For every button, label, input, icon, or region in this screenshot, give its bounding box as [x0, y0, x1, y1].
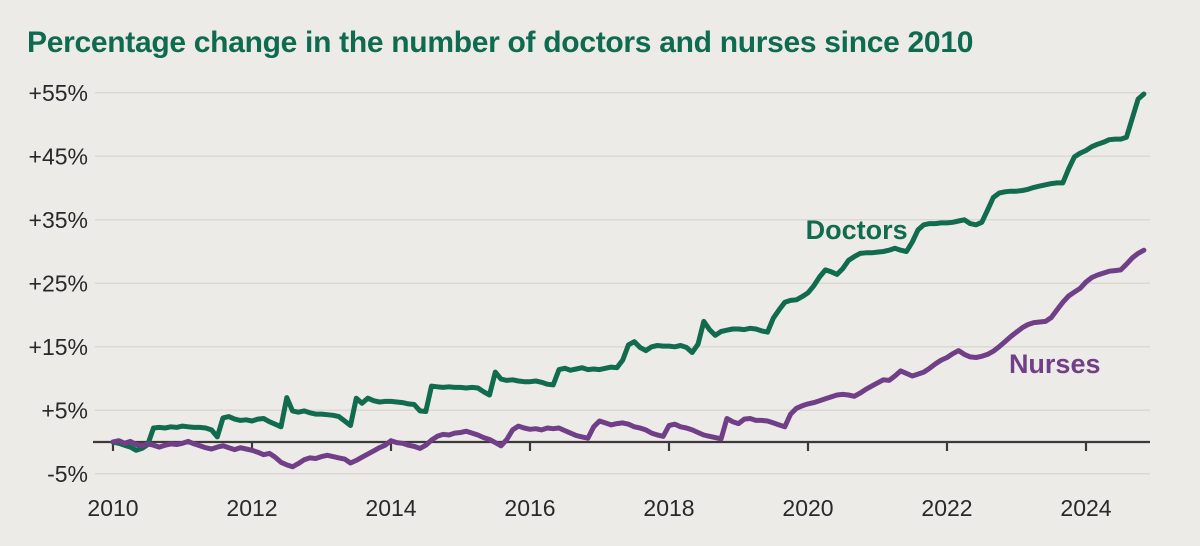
series-label-nurses: Nurses	[1009, 349, 1101, 379]
y-axis-tick-label: +35%	[29, 207, 88, 233]
y-axis-tick-label: -5%	[47, 461, 88, 487]
series-line-nurses	[110, 247, 1147, 470]
y-axis-tick-label: +45%	[29, 143, 88, 169]
x-axis-tick-label: 2018	[643, 495, 694, 521]
x-axis-tick-label: 2020	[782, 495, 833, 521]
x-axis-tick-label: 2024	[1060, 495, 1111, 521]
y-axis-tick-label: +5%	[41, 397, 88, 423]
x-axis-tick-label: 2022	[921, 495, 972, 521]
x-axis-tick-label: 2016	[504, 495, 555, 521]
chart-title: Percentage change in the number of docto…	[27, 26, 974, 59]
y-axis-tick-label: +25%	[29, 270, 88, 296]
y-axis-tick-label: +55%	[29, 80, 88, 106]
x-axis-tick-label: 2010	[87, 495, 138, 521]
series-label-doctors: Doctors	[806, 215, 908, 245]
y-axis-tick-label: +15%	[29, 334, 88, 360]
series-line-doctors	[110, 91, 1147, 453]
x-axis-tick-label: 2012	[226, 495, 277, 521]
x-axis-tick-label: 2014	[365, 495, 416, 521]
